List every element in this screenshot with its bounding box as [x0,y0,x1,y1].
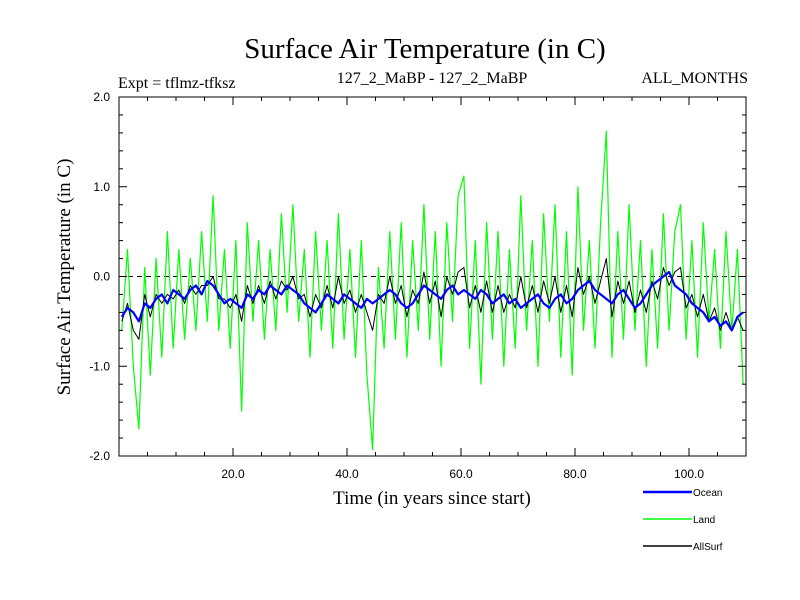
ticks-layer: 20.0 40.0 60.0 80.0 100.0 -2.0 -1.0 0.0 1.0 2.0 [89,90,746,481]
y-tick-label: -2.0 [89,449,110,463]
x-tick-label: 60.0 [449,467,473,481]
plot-area: 20.0 40.0 60.0 80.0 100.0 -2.0 -1.0 0.0 1.0 2.0 [89,90,747,481]
x-tick-label: 40.0 [335,467,359,481]
y-tick-label: 0.0 [93,270,110,284]
legend: Ocean Land AllSurf [643,488,723,553]
months-label: ALL_MONTHS [641,70,748,87]
chart-title: Surface Air Temperature (in C) [244,33,605,65]
series-line-ocean [120,270,744,332]
legend-label-land: Land [693,515,715,526]
y-tick-label: 2.0 [93,90,110,104]
y-tick-label: -1.0 [89,359,110,373]
legend-label-ocean: Ocean [693,488,722,499]
series-line-land [121,130,744,451]
experiment-label: Expt = tflmz-tfksz [118,75,235,92]
series-layer [120,130,744,451]
x-tick-label: 80.0 [563,467,587,481]
x-tick-label: 100.0 [674,467,704,481]
y-tick-label: 1.0 [93,180,110,194]
y-axis-label: Surface Air Temperature (in C) [54,159,75,396]
period-label: 127_2_MaBP - 127_2_MaBP [337,70,528,87]
x-axis-label: Time (in years since start) [333,488,531,509]
legend-label-allsurf: AllSurf [693,542,723,553]
x-tick-label: 20.0 [221,467,245,481]
